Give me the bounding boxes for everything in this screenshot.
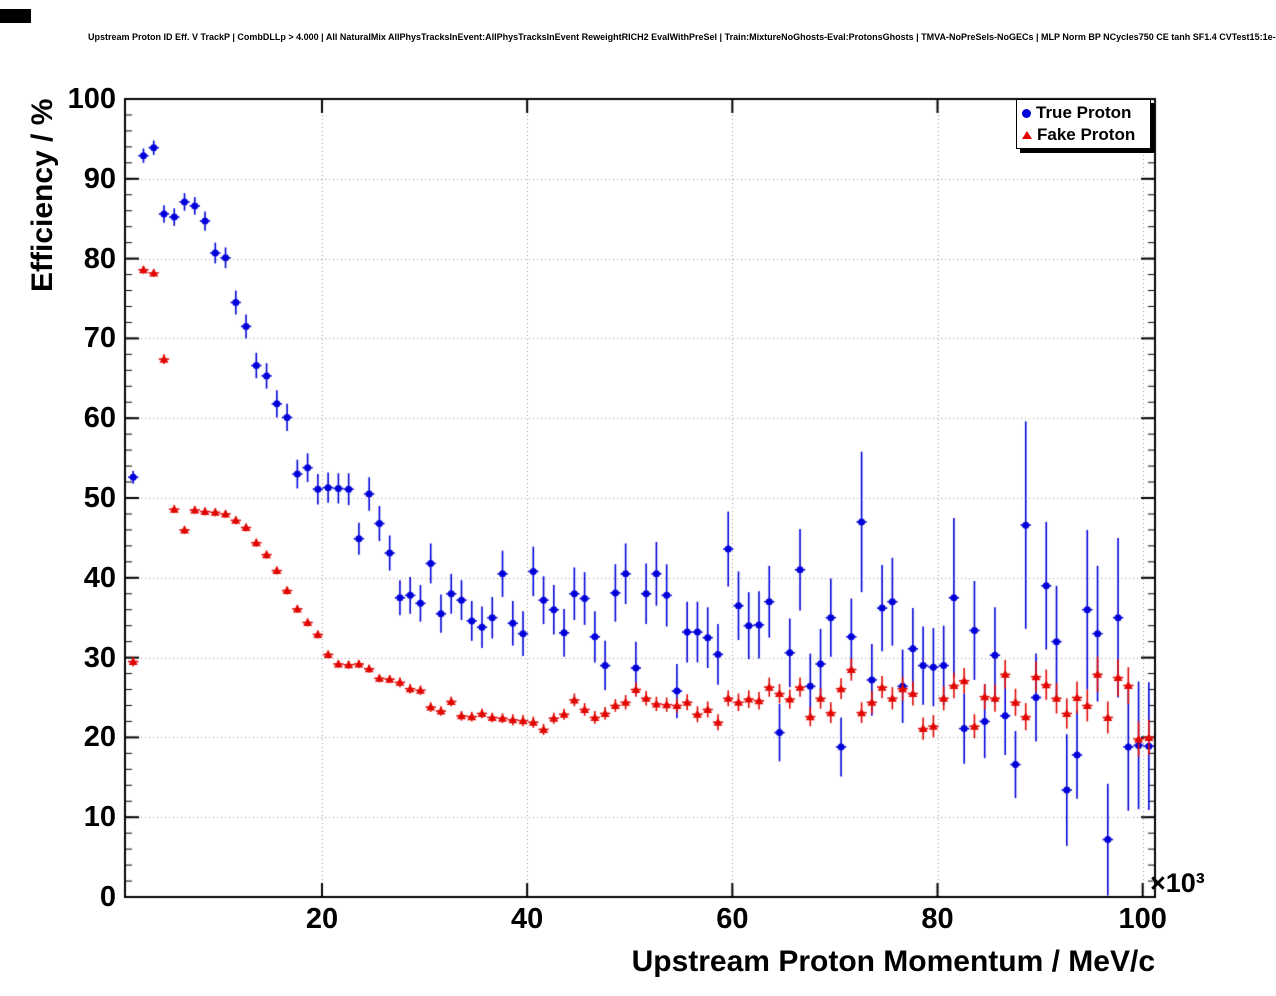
x-tick-label: 40 xyxy=(511,903,544,935)
y-tick-label: 20 xyxy=(83,721,116,754)
y-tick-label: 10 xyxy=(83,801,116,834)
x-axis-title: Upstream Proton Momentum / MeV/c xyxy=(631,945,1155,978)
y-tick-label: 60 xyxy=(83,402,116,435)
y-tick-label: 0 xyxy=(99,881,116,913)
x-tick-label: 60 xyxy=(716,903,749,935)
y-tick-label: 50 xyxy=(83,482,116,514)
legend-item: Fake Proton xyxy=(1017,124,1150,146)
y-tick-label: 80 xyxy=(83,242,116,275)
fake-proton-triangle-marker-icon xyxy=(1022,131,1032,139)
x-tick-label: 80 xyxy=(921,903,954,935)
y-tick-label: 70 xyxy=(83,322,116,355)
y-tick-label: 90 xyxy=(83,162,116,195)
legend-label: True Proton xyxy=(1036,103,1132,122)
x-tick-label: 20 xyxy=(305,903,339,935)
legend-item: True Proton xyxy=(1017,102,1150,124)
true-proton-circle-marker-icon xyxy=(1022,108,1031,118)
window-decoration-box xyxy=(0,9,31,23)
plot-title: Upstream Proton ID Eff. V TrackP | CombD… xyxy=(88,32,1276,42)
y-tick-label: 30 xyxy=(83,641,116,674)
legend-label: Fake Proton xyxy=(1037,125,1136,144)
x-axis-power-label: ×10³ xyxy=(1150,868,1205,898)
legend: True Proton Fake Proton xyxy=(1016,99,1151,149)
x-tick-label: 100 xyxy=(1118,903,1167,935)
y-tick-label: 100 xyxy=(67,83,116,115)
y-tick-label: 40 xyxy=(83,561,116,594)
